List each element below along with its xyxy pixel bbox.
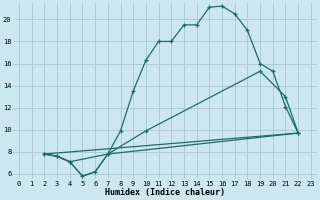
X-axis label: Humidex (Indice chaleur): Humidex (Indice chaleur): [105, 188, 225, 197]
